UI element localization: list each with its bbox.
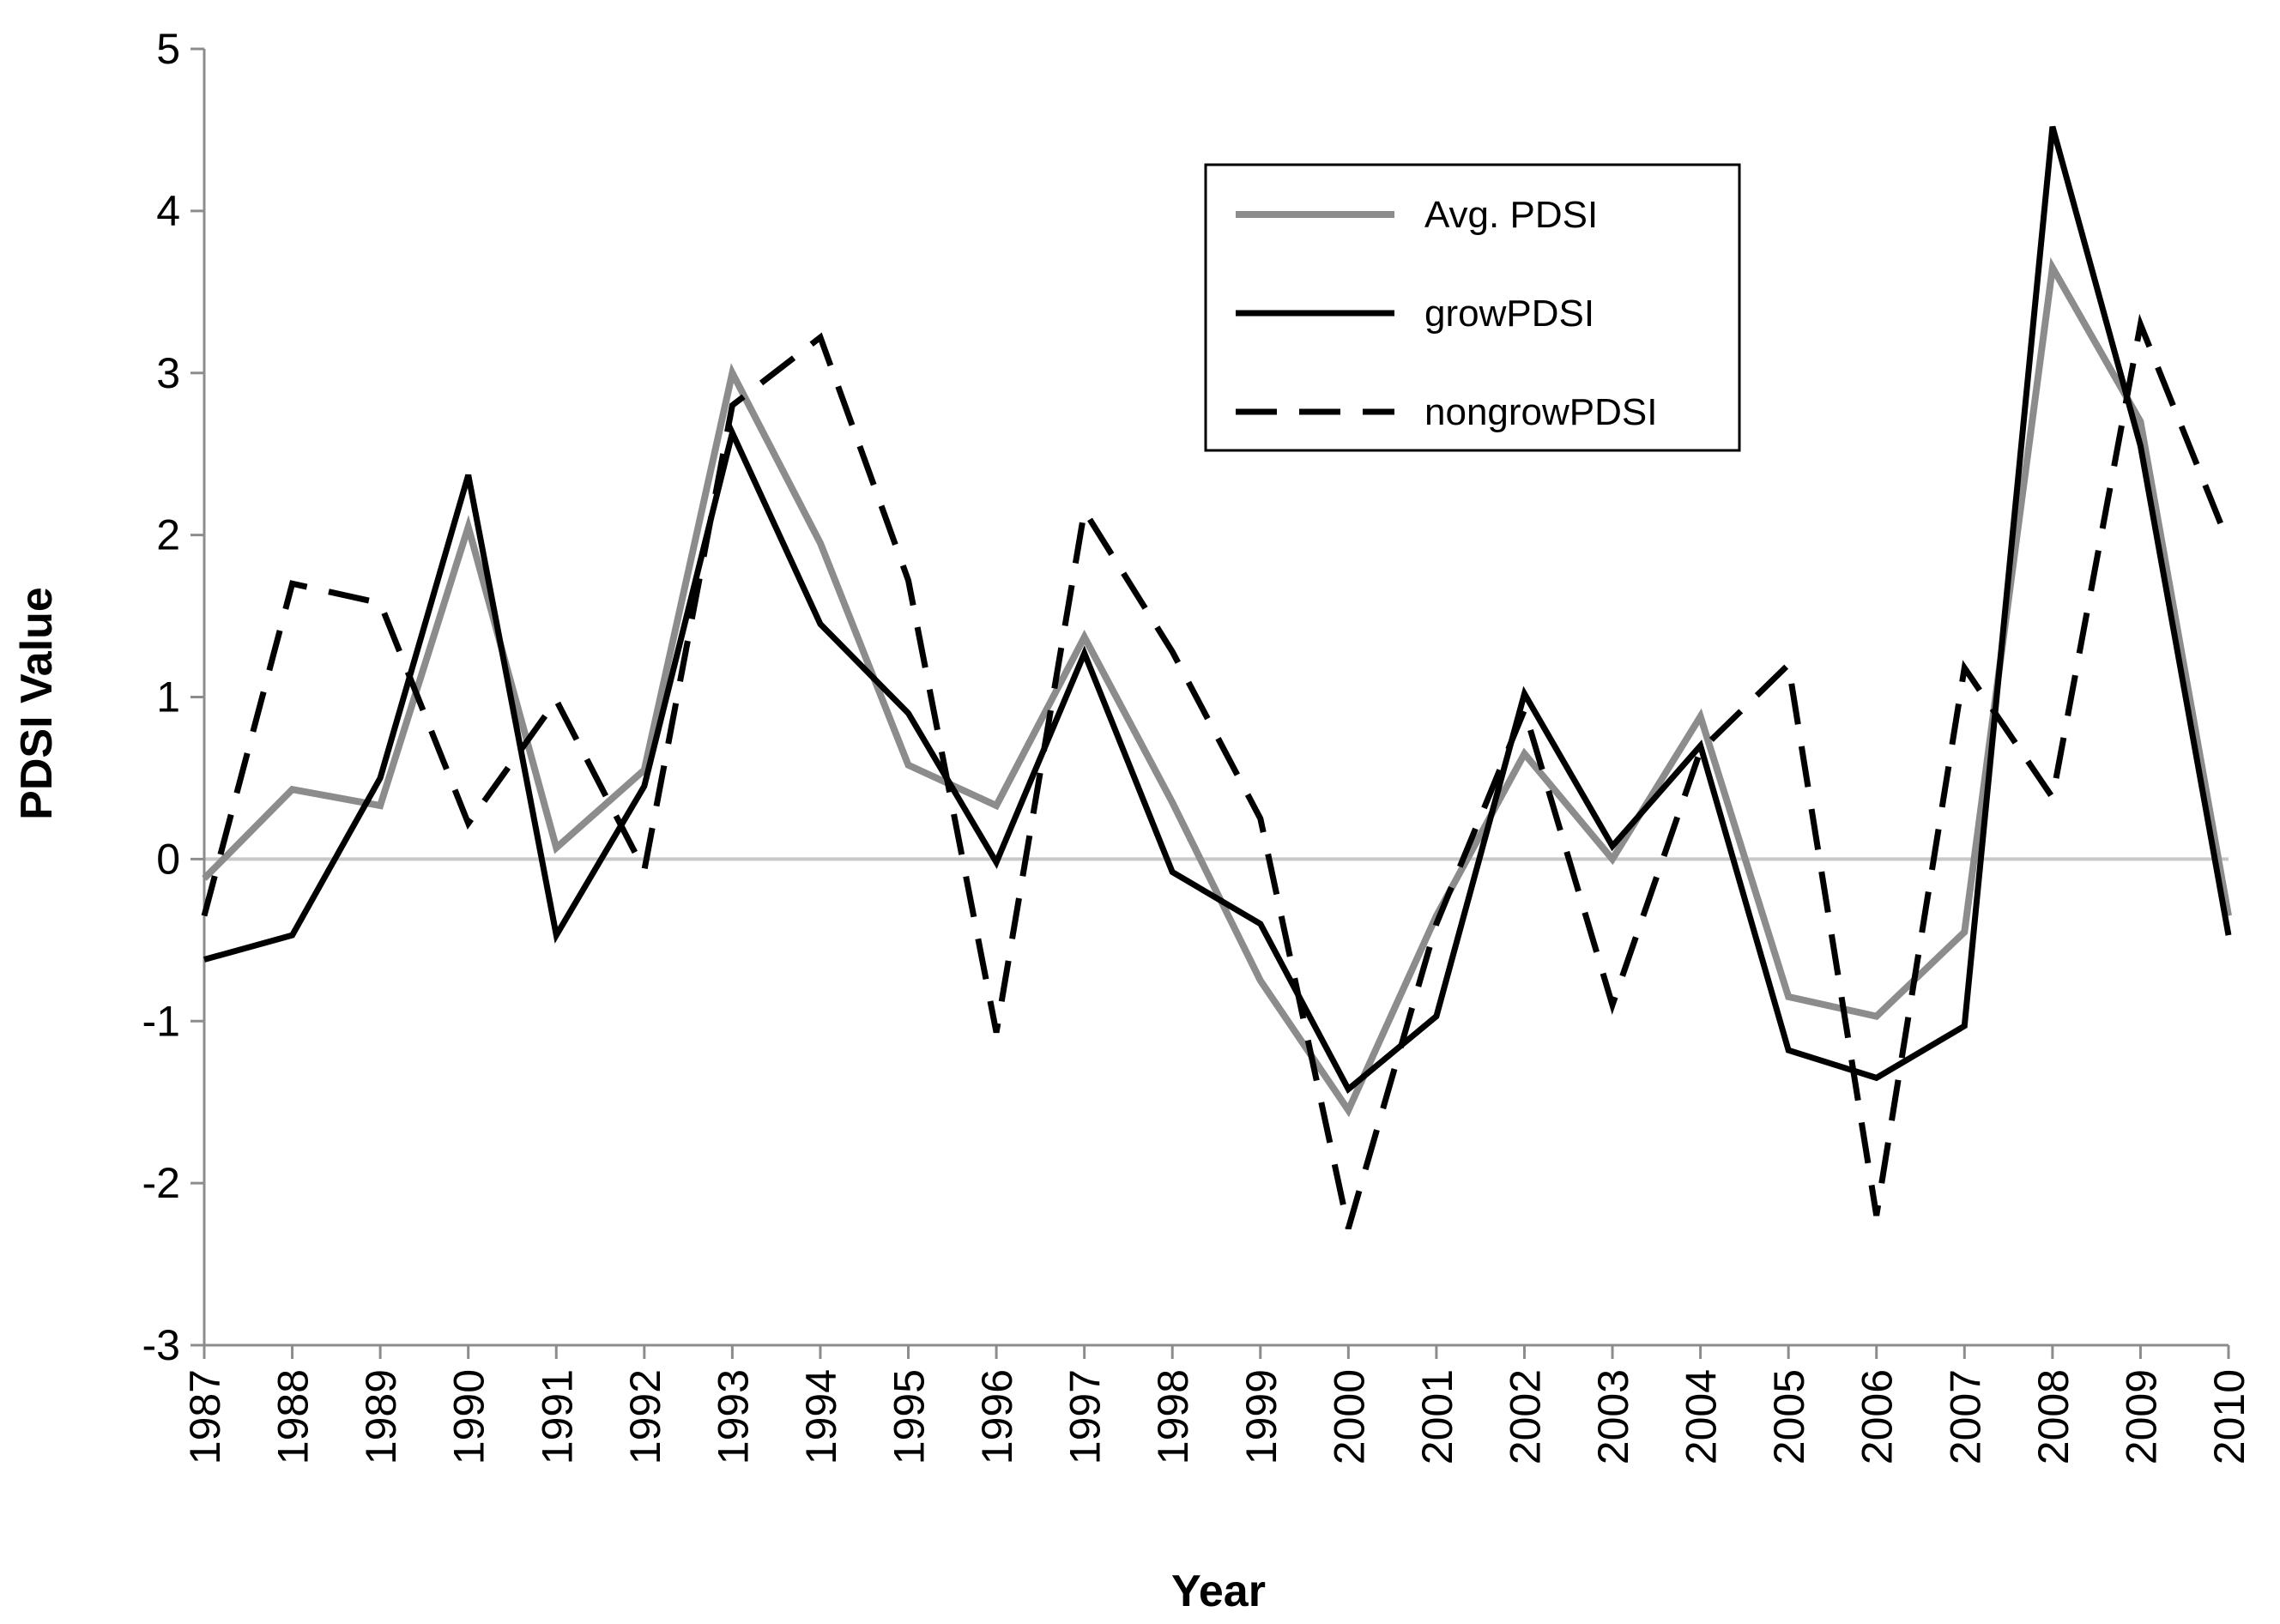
legend-label-grow-pdsi: growPDSI xyxy=(1424,293,1594,335)
y-tick-label: 1 xyxy=(156,673,180,721)
x-tick-label: 1999 xyxy=(1237,1369,1285,1464)
y-tick-label: 3 xyxy=(156,349,180,397)
x-tick-label: 1990 xyxy=(445,1369,493,1464)
x-tick-label: 1992 xyxy=(621,1369,669,1464)
x-tick-label: 2007 xyxy=(1941,1369,1989,1464)
x-tick-label: 1997 xyxy=(1061,1369,1110,1464)
x-axis-title: Year xyxy=(1171,1567,1266,1616)
x-tick-label: 1998 xyxy=(1149,1369,1197,1464)
x-tick-label: 2010 xyxy=(2205,1369,2253,1464)
y-tick-label: -3 xyxy=(142,1321,180,1369)
x-tick-label: 2009 xyxy=(2117,1369,2165,1464)
x-tick-label: 1995 xyxy=(886,1369,934,1464)
y-tick-label: 4 xyxy=(156,187,180,235)
y-axis-title: PDSI Value xyxy=(12,587,62,820)
series-line-avg-pdsi xyxy=(202,257,2232,1118)
y-tick-label: 0 xyxy=(156,835,180,883)
series-line-growpdsi xyxy=(203,125,2232,1095)
y-tick-label: 5 xyxy=(156,25,180,73)
legend-label-nongrow-pdsi: nongrowPDSI xyxy=(1424,391,1657,433)
y-tick-label: -1 xyxy=(142,997,180,1045)
x-tick-label: 2003 xyxy=(1589,1369,1637,1464)
x-tick-label: 2004 xyxy=(1678,1369,1726,1464)
x-tick-label: 1991 xyxy=(533,1369,581,1464)
x-tick-label: 2006 xyxy=(1854,1369,1902,1464)
legend: Avg. PDSI growPDSI nongrowPDSI xyxy=(1204,163,1741,452)
x-tick-label: 1987 xyxy=(181,1369,229,1464)
x-tick-label: 2005 xyxy=(1765,1369,1813,1464)
series-lines xyxy=(201,125,2232,1229)
x-tick-label: 1993 xyxy=(709,1369,757,1464)
x-axis-ticks: 1987 1988 1989 1990 1991 1992 1993 1994 1995 1996… xyxy=(181,1345,2253,1464)
x-tick-label: 1988 xyxy=(269,1369,318,1464)
legend-label-avg-pdsi: Avg. PDSI xyxy=(1424,194,1598,236)
x-tick-label: 1994 xyxy=(797,1369,845,1464)
y-tick-label: -2 xyxy=(142,1159,180,1207)
x-tick-label: 2008 xyxy=(2029,1369,2077,1464)
x-tick-label: 2001 xyxy=(1413,1369,1461,1464)
x-tick-label: 1996 xyxy=(973,1369,1021,1464)
x-tick-label: 1989 xyxy=(357,1369,405,1464)
x-tick-label: 2000 xyxy=(1325,1369,1373,1464)
y-axis-ticks: -3 -2 -1 0 1 2 3 4 5 xyxy=(142,25,204,1369)
y-tick-label: 2 xyxy=(156,511,180,559)
series-line-nongrowpdsi xyxy=(201,313,2232,1229)
x-tick-label: 2002 xyxy=(1501,1369,1549,1464)
